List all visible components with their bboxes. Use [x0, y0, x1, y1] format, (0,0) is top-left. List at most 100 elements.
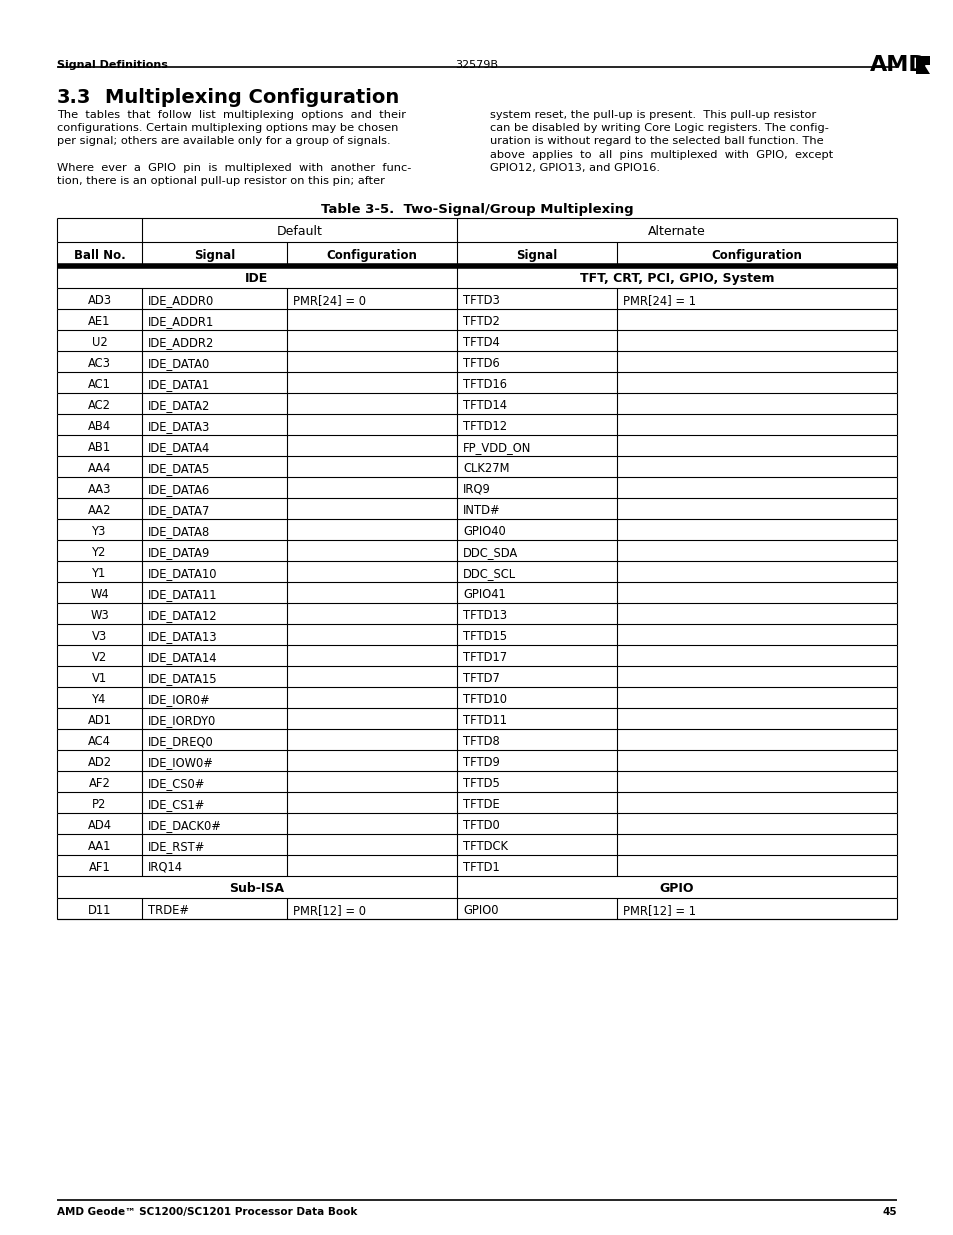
Text: GPIO41: GPIO41: [462, 588, 505, 601]
Text: 45: 45: [882, 1207, 896, 1216]
Text: IDE_DATA2: IDE_DATA2: [148, 399, 211, 412]
Text: IDE_DATA7: IDE_DATA7: [148, 504, 211, 517]
Bar: [57, 771, 896, 792]
Text: AA2: AA2: [88, 504, 112, 517]
Text: TFT, CRT, PCI, GPIO, System: TFT, CRT, PCI, GPIO, System: [579, 272, 774, 285]
Text: FP_VDD_ON: FP_VDD_ON: [462, 441, 531, 454]
Bar: [57, 435, 896, 456]
Bar: [57, 519, 896, 540]
Text: GPIO12, GPIO13, and GPIO16.: GPIO12, GPIO13, and GPIO16.: [490, 163, 659, 173]
Text: AMD: AMD: [869, 56, 926, 75]
Text: IDE_DATA12: IDE_DATA12: [148, 609, 217, 622]
Text: IDE_ADDR1: IDE_ADDR1: [148, 315, 214, 329]
Text: AA1: AA1: [88, 840, 112, 853]
Text: AC2: AC2: [88, 399, 111, 412]
Text: Alternate: Alternate: [647, 225, 705, 238]
Bar: [57, 414, 896, 435]
Text: configurations. Certain multiplexing options may be chosen: configurations. Certain multiplexing opt…: [57, 124, 398, 133]
Text: PMR[12] = 1: PMR[12] = 1: [622, 904, 696, 918]
Text: AF2: AF2: [89, 777, 111, 790]
Bar: [57, 876, 896, 898]
Bar: [57, 582, 896, 603]
Bar: [57, 330, 896, 351]
Polygon shape: [915, 56, 929, 74]
Text: TFTD15: TFTD15: [462, 630, 507, 643]
Text: IDE_DATA8: IDE_DATA8: [148, 525, 210, 538]
Bar: [57, 624, 896, 645]
Text: IDE_DATA13: IDE_DATA13: [148, 630, 217, 643]
Text: TFTD0: TFTD0: [462, 819, 499, 832]
Text: TFTDE: TFTDE: [462, 798, 499, 811]
Bar: [57, 351, 896, 372]
Text: 3.3: 3.3: [57, 88, 91, 107]
Text: GPIO0: GPIO0: [462, 904, 498, 918]
Text: D11: D11: [88, 904, 112, 918]
Text: Y4: Y4: [92, 693, 107, 706]
Bar: [57, 708, 896, 729]
Bar: [57, 288, 896, 309]
Text: TFTD4: TFTD4: [462, 336, 499, 350]
Text: IDE_IORDY0: IDE_IORDY0: [148, 714, 216, 727]
Text: AB1: AB1: [88, 441, 111, 454]
Text: V3: V3: [91, 630, 107, 643]
Text: TFTD13: TFTD13: [462, 609, 507, 622]
Text: Signal: Signal: [516, 249, 558, 262]
Text: Where  ever  a  GPIO  pin  is  multiplexed  with  another  func-: Where ever a GPIO pin is multiplexed wit…: [57, 163, 411, 173]
Text: IDE_DACK0#: IDE_DACK0#: [148, 819, 222, 832]
Text: IDE_DATA14: IDE_DATA14: [148, 651, 217, 664]
Text: Table 3-5.  Two-Signal/Group Multiplexing: Table 3-5. Two-Signal/Group Multiplexing: [320, 203, 633, 216]
Text: PMR[24] = 0: PMR[24] = 0: [293, 294, 366, 308]
Text: GPIO40: GPIO40: [462, 525, 505, 538]
Text: GPIO: GPIO: [659, 882, 694, 895]
Text: TFTD14: TFTD14: [462, 399, 506, 412]
Bar: [57, 498, 896, 519]
Text: TFTD16: TFTD16: [462, 378, 506, 391]
Text: IDE_DATA15: IDE_DATA15: [148, 672, 217, 685]
Text: above  applies  to  all  pins  multiplexed  with  GPIO,  except: above applies to all pins multiplexed wi…: [490, 149, 832, 159]
Text: Multiplexing Configuration: Multiplexing Configuration: [105, 88, 399, 107]
Bar: [57, 456, 896, 477]
Text: IDE_DATA0: IDE_DATA0: [148, 357, 210, 370]
Text: Y1: Y1: [92, 567, 107, 580]
Text: IDE_ADDR0: IDE_ADDR0: [148, 294, 214, 308]
Text: Default: Default: [276, 225, 322, 238]
Text: TFTD1: TFTD1: [462, 861, 499, 874]
Text: V1: V1: [91, 672, 107, 685]
Text: IDE_ADDR2: IDE_ADDR2: [148, 336, 214, 350]
Bar: [57, 834, 896, 855]
Bar: [57, 729, 896, 750]
Text: IDE_DATA1: IDE_DATA1: [148, 378, 210, 391]
Text: V2: V2: [91, 651, 107, 664]
Text: W3: W3: [90, 609, 109, 622]
Text: TFTD12: TFTD12: [462, 420, 507, 433]
Bar: [57, 645, 896, 666]
Text: TFTD10: TFTD10: [462, 693, 506, 706]
Bar: [57, 309, 896, 330]
Text: system reset, the pull-up is present.  This pull-up resistor: system reset, the pull-up is present. Th…: [490, 110, 816, 120]
Text: Signal: Signal: [193, 249, 234, 262]
Text: TRDE#: TRDE#: [148, 904, 189, 918]
Text: IDE_CS0#: IDE_CS0#: [148, 777, 205, 790]
Text: U2: U2: [91, 336, 108, 350]
Text: TFTD2: TFTD2: [462, 315, 499, 329]
Text: AB4: AB4: [88, 420, 111, 433]
Bar: [57, 393, 896, 414]
Text: IDE_DATA11: IDE_DATA11: [148, 588, 217, 601]
Text: IDE_DREQ0: IDE_DREQ0: [148, 735, 213, 748]
Text: IDE_DATA5: IDE_DATA5: [148, 462, 211, 475]
Text: IDE_DATA6: IDE_DATA6: [148, 483, 210, 496]
Text: AD3: AD3: [88, 294, 112, 308]
Text: W4: W4: [91, 588, 109, 601]
Text: AA4: AA4: [88, 462, 112, 475]
Text: uration is without regard to the selected ball function. The: uration is without regard to the selecte…: [490, 136, 822, 147]
Text: AD2: AD2: [88, 756, 112, 769]
Text: TFTD3: TFTD3: [462, 294, 499, 308]
Bar: [57, 561, 896, 582]
Text: AA3: AA3: [88, 483, 112, 496]
Text: Signal Definitions: Signal Definitions: [57, 61, 168, 70]
Text: TFTD7: TFTD7: [462, 672, 499, 685]
Bar: [57, 540, 896, 561]
Text: Configuration: Configuration: [326, 249, 417, 262]
Text: IDE_DATA10: IDE_DATA10: [148, 567, 217, 580]
Text: tion, there is an optional pull-up resistor on this pin; after: tion, there is an optional pull-up resis…: [57, 177, 384, 186]
